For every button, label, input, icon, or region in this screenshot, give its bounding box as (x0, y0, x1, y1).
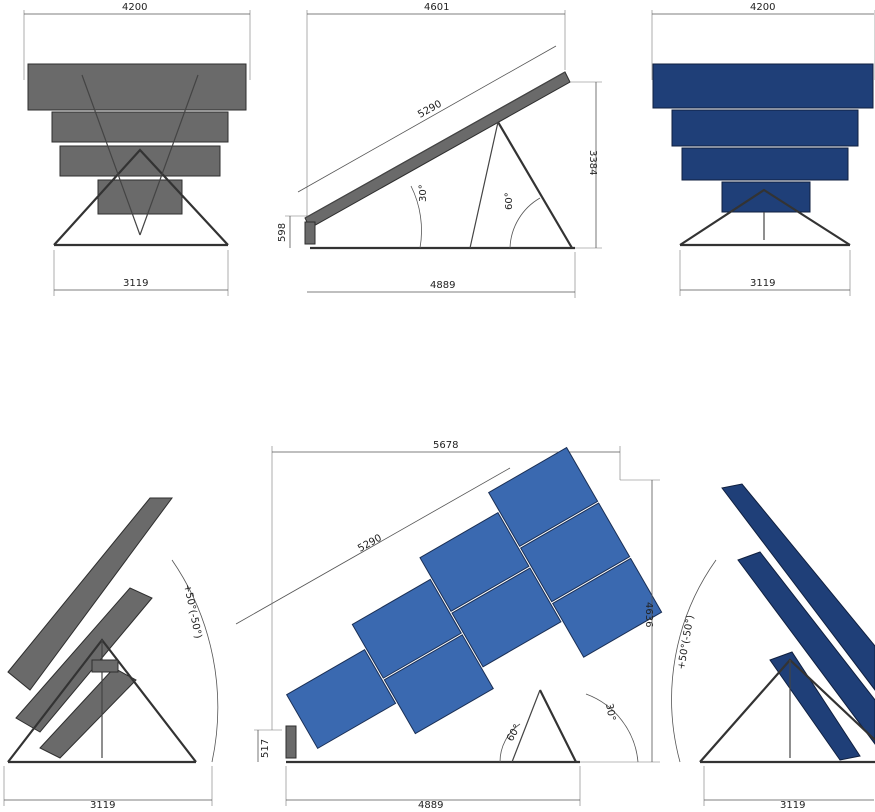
dim-text-top-middle-base-height: 598 (277, 223, 288, 242)
arc-angle-top-middle-outer (509, 197, 541, 249)
dim-text-top-right-width: 4200 (750, 2, 775, 13)
support-frame-top-left (53, 74, 229, 247)
arc-rotation-bottom-right (671, 559, 717, 763)
dim-text-top-middle-length: 4601 (424, 2, 449, 13)
dim-text-top-right-base: 3119 (750, 278, 775, 289)
support-frame-bottom-middle (285, 689, 580, 764)
dim-text-bottom-left-rotation: +50°(-50°) (181, 583, 203, 639)
dim-text-top-left-width: 4200 (122, 2, 147, 13)
view-top-right: 4200 3119 (651, 2, 875, 296)
arc-angle-bottom-middle-outer (585, 693, 639, 763)
support-frame-top-middle (304, 121, 575, 250)
dim-text-bottom-right-rotation: +50°(-50°) (676, 614, 696, 670)
dim-text-bottom-left-base: 3119 (90, 800, 115, 811)
dim-line-top-middle-panel (297, 45, 557, 193)
dim-text-bottom-middle-height: 4636 (643, 602, 654, 627)
dim-text-bottom-middle-base-height: 517 (260, 739, 271, 758)
arc-rotation-bottom-left (171, 559, 219, 763)
view-bottom-left: +50°(-50°) 3119 (3, 497, 219, 811)
dim-text-bottom-right-base: 3119 (780, 800, 805, 811)
panel-array-blue-tilted (721, 483, 875, 761)
dim-text-bottom-middle-panel: 5290 (356, 533, 384, 555)
dim-text-top-middle-angle-inner: 30° (418, 184, 429, 202)
dim-text-top-middle-angle-outer: 60° (504, 192, 515, 210)
dim-text-top-left-base: 3119 (123, 278, 148, 289)
panel-array-blue-rotated (285, 446, 663, 750)
view-bottom-middle: 5678 5290 60° 30° 4636 51 (235, 440, 663, 811)
arc-angle-top-middle-inner (410, 185, 422, 249)
panel-array-blue-front (652, 63, 874, 213)
view-bottom-right: +50°(-50°) 3119 (671, 483, 875, 811)
dim-line-bottom-middle-panel (235, 467, 511, 625)
support-frame-bottom-right (699, 658, 875, 764)
dim-text-bottom-middle-base: 4889 (418, 800, 443, 811)
dim-text-bottom-middle-length: 5678 (433, 440, 458, 451)
view-top-middle: 4601 5290 30° 60° 3384 598 4 (277, 2, 602, 298)
dim-text-top-middle-height: 3384 (587, 150, 598, 175)
arc-angle-bottom-middle-inner (499, 723, 521, 763)
panel-array-gray-tilted (7, 497, 173, 759)
support-frame-bottom-left (7, 638, 197, 764)
dim-text-bottom-middle-angle-outer: 30° (603, 703, 617, 722)
panel-array-gray-back (27, 63, 247, 215)
support-frame-top-right (679, 188, 851, 247)
view-top-left: 4200 3119 (23, 2, 251, 296)
dim-text-top-middle-base: 4889 (430, 280, 455, 291)
